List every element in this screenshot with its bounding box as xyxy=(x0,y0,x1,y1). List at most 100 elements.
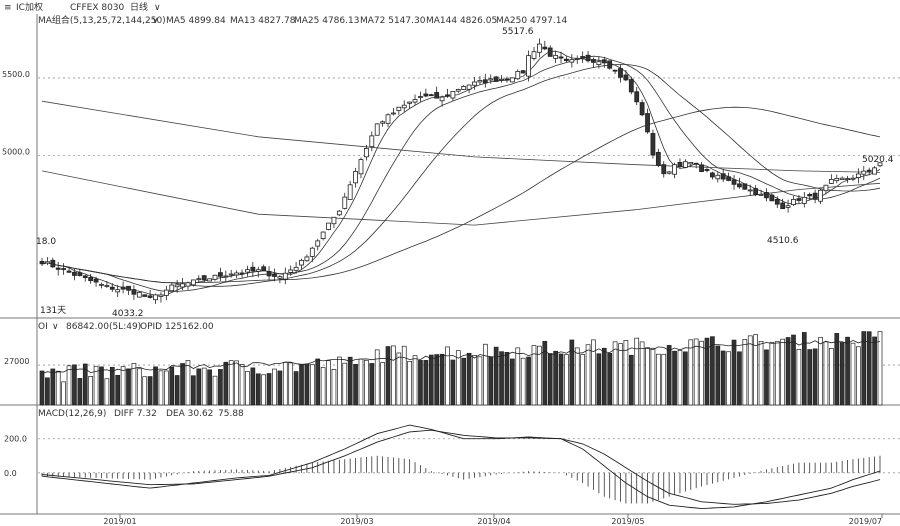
menu-icon[interactable]: ≡ xyxy=(4,3,12,13)
candle xyxy=(618,64,623,83)
candle xyxy=(877,162,883,168)
volume-bar xyxy=(272,368,277,406)
macd-title[interactable]: MACD(12,26,9) xyxy=(38,409,106,419)
candle xyxy=(245,265,250,277)
volume-bar xyxy=(218,369,223,406)
ma-title[interactable]: MA组合(5,13,25,72,144,250) xyxy=(38,14,166,26)
candle-body xyxy=(223,275,229,278)
ma250-value: MA250 4797.14 xyxy=(496,16,567,26)
volume-bar xyxy=(683,351,688,406)
low1-annotation: 4033.2 xyxy=(112,309,144,319)
volume-bar xyxy=(510,358,515,406)
candle-body xyxy=(342,196,348,209)
ma-chevron-icon[interactable]: ∨ xyxy=(152,16,159,26)
candle xyxy=(672,162,677,179)
candle-body xyxy=(180,283,185,288)
candle xyxy=(531,46,537,61)
volume-bar xyxy=(385,346,391,406)
vol-value: 86842.00(5L:49) xyxy=(66,322,141,332)
candle-body xyxy=(131,289,137,295)
candle xyxy=(774,196,780,208)
volume-bar xyxy=(650,347,656,406)
candle xyxy=(726,172,732,182)
volume-bar xyxy=(753,334,759,406)
candle-body xyxy=(228,273,234,276)
candle xyxy=(688,162,694,167)
candle-body xyxy=(526,55,531,77)
candle xyxy=(45,257,50,266)
price-y-ticks: 5500.0 5000.0 xyxy=(2,70,30,156)
candle xyxy=(239,269,245,278)
volume-bar xyxy=(239,364,245,406)
volume-bar xyxy=(282,362,288,406)
candle-body xyxy=(407,101,413,104)
candle-body xyxy=(693,162,699,165)
candle-body xyxy=(774,198,780,205)
volume-bar xyxy=(147,376,153,406)
volume-bar xyxy=(207,369,212,406)
candle-body xyxy=(201,275,207,281)
candle xyxy=(634,87,640,106)
volume-bar xyxy=(618,343,623,406)
volume-bar xyxy=(515,347,521,406)
candle-body xyxy=(218,272,223,277)
candle xyxy=(218,267,223,282)
candle-body xyxy=(493,76,499,82)
candle-body xyxy=(169,284,175,292)
vol-chevron-icon[interactable]: ∨ xyxy=(52,322,59,332)
candle xyxy=(358,157,364,179)
volume-bar xyxy=(261,374,267,406)
volume-bar xyxy=(136,368,142,406)
candle-body xyxy=(504,78,510,81)
candle xyxy=(472,76,477,90)
candle xyxy=(331,216,337,229)
high-annotation: 5517.6 xyxy=(502,27,534,37)
x-axis-ticks: 2019/01 2019/03 2019/04 2019/05 2019/07 xyxy=(103,514,883,526)
candle-body xyxy=(823,184,829,192)
candle-body xyxy=(147,295,153,298)
candle xyxy=(769,193,775,202)
candle-body xyxy=(466,84,472,90)
candle xyxy=(764,188,769,202)
period-select[interactable]: 日线 xyxy=(130,1,148,13)
candle-body xyxy=(174,284,180,288)
volume-bar xyxy=(299,364,304,406)
candle-body xyxy=(655,151,661,166)
volume-bar xyxy=(126,368,131,406)
candle-body xyxy=(163,289,169,296)
candle xyxy=(504,76,510,83)
candle xyxy=(77,269,83,277)
candle xyxy=(153,293,158,304)
volume-bar xyxy=(872,336,877,406)
volume-bar xyxy=(445,346,450,406)
volume-bar xyxy=(499,351,504,406)
candle xyxy=(488,74,494,84)
candle-body xyxy=(726,176,732,181)
volume-bar xyxy=(185,360,191,406)
candle-body xyxy=(277,276,283,279)
period-chevron-icon[interactable]: ∨ xyxy=(154,3,161,13)
x-tick-label: 2019/05 xyxy=(611,517,644,526)
dea-value: DEA 30.62 xyxy=(166,409,213,419)
volume-bar xyxy=(234,360,239,406)
candle-body xyxy=(855,173,861,178)
candle-body xyxy=(391,112,396,115)
candle xyxy=(277,275,283,284)
candle xyxy=(347,180,353,200)
volume-bar xyxy=(520,357,526,406)
candle xyxy=(596,56,602,69)
volume-bar xyxy=(407,360,412,406)
volume-bar xyxy=(866,331,872,406)
volume-bar xyxy=(82,363,88,406)
volume-bar xyxy=(791,334,796,406)
vol-title[interactable]: OI xyxy=(38,322,48,332)
ma72-value: MA72 5147.30 xyxy=(360,16,426,26)
candle xyxy=(299,258,304,270)
volume-bar xyxy=(677,350,683,406)
volume-bar xyxy=(245,371,250,406)
candle xyxy=(542,40,548,51)
candle-body xyxy=(93,278,99,283)
candle-body xyxy=(61,268,67,270)
volume-bar xyxy=(542,341,548,406)
volume-bar xyxy=(655,353,661,406)
